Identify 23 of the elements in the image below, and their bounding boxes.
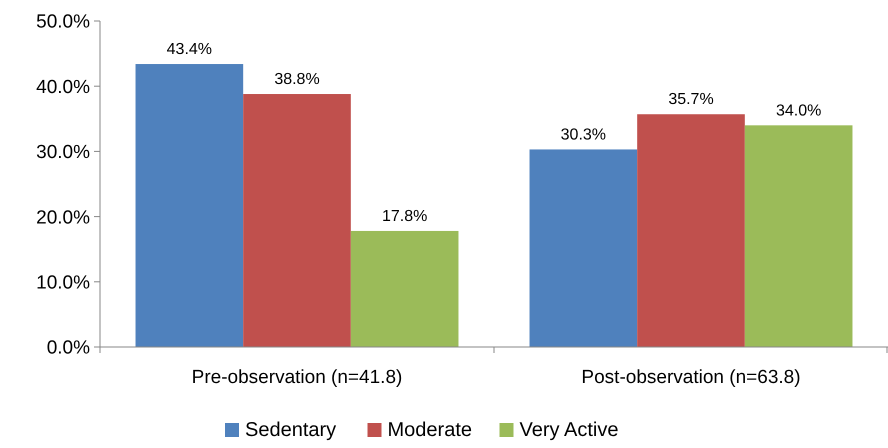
data-label: 38.8% — [274, 71, 320, 88]
data-label: 17.8% — [382, 208, 428, 225]
y-tick-label: 40.0% — [36, 76, 90, 98]
bar — [637, 114, 745, 347]
y-tick-label: 50.0% — [36, 12, 90, 33]
x-tick-label: Pre-observation (n=41.8) — [192, 367, 402, 388]
bar — [350, 230, 458, 347]
y-tick-label: 0.0% — [46, 338, 90, 359]
bar — [530, 149, 638, 347]
bar — [243, 94, 351, 347]
y-tick-label: 30.0% — [36, 142, 90, 164]
data-label: 35.7% — [668, 91, 714, 108]
x-tick-label: Post-observation (n=63.8) — [581, 367, 801, 388]
legend-label: Sedentary — [245, 419, 336, 441]
data-label: 30.3% — [560, 126, 606, 144]
bar — [136, 64, 244, 347]
bar — [744, 125, 852, 347]
legend-label: Very Active — [520, 419, 618, 441]
data-label: 34.0% — [776, 102, 822, 120]
data-label: 43.4% — [166, 41, 212, 58]
y-tick-label: 20.0% — [36, 207, 90, 228]
legend-label: Moderate — [388, 419, 472, 441]
y-tick-label: 10.0% — [36, 272, 90, 294]
